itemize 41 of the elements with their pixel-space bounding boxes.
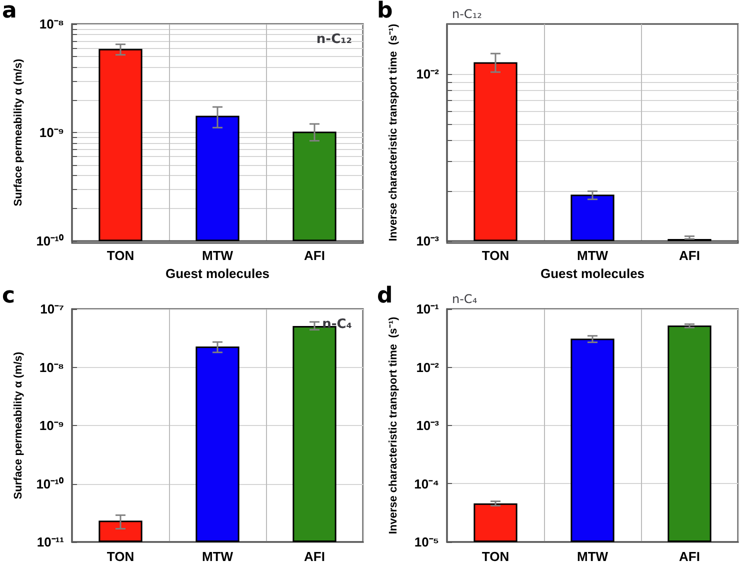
x-tick-label: AFI — [679, 549, 700, 564]
y-tick-label: 10⁻⁸ — [39, 360, 64, 375]
y-tick-label: 10⁻¹⁰ — [36, 476, 64, 492]
y-tick-label: 10⁻³ — [416, 234, 440, 249]
x-tick-label: TON — [482, 248, 510, 264]
y-tick-label: 10⁻⁹ — [39, 418, 64, 433]
y-axis-title: Inverse characteristic transport time (s⁻¹) — [388, 316, 400, 534]
x-tick-label: AFI — [304, 549, 325, 564]
x-tick-label: MTW — [202, 248, 234, 264]
chart-title: n-C₄ — [452, 292, 478, 306]
text: a — [2, 0, 17, 24]
y-tick-label: 10⁻¹ — [416, 302, 439, 316]
text: d — [377, 284, 393, 308]
x-axis-title: Guest molecules — [540, 266, 645, 281]
y-tick-label: 10⁻⁸ — [39, 16, 64, 32]
text: c — [2, 284, 16, 308]
x-tick-label: MTW — [576, 248, 609, 264]
x-tick-label: MTW — [576, 549, 609, 564]
text: n-C₄ — [322, 317, 352, 332]
x-tick-label: AFI — [679, 248, 700, 264]
text: n-C₁₂ — [316, 32, 352, 47]
x-tick-label: AFI — [304, 248, 325, 264]
y-axis-title: Inverse characteristic transport time (s⁻¹) — [388, 24, 400, 242]
y-axis-title: Surface permeability α (m/s) — [12, 58, 24, 206]
text: b — [377, 0, 393, 24]
x-tick-label: TON — [106, 549, 134, 564]
chart-title: n-C₁₂ — [452, 7, 482, 21]
y-tick-label: 10⁻⁹ — [39, 125, 64, 140]
y-tick-label: 10⁻² — [416, 360, 440, 375]
y-tick-label: 10⁻⁷ — [40, 302, 64, 316]
y-tick-label: 10⁻⁵ — [414, 534, 439, 550]
y-tick-label: 10⁻¹¹ — [36, 534, 64, 550]
x-tick-label: TON — [106, 248, 134, 264]
y-tick-label: 10⁻³ — [416, 418, 440, 433]
x-axis-title: Guest molecules — [165, 266, 270, 281]
y-tick-label: 10⁻⁴ — [414, 476, 439, 492]
y-tick-label: 10⁻¹⁰ — [36, 234, 64, 249]
x-tick-label: TON — [482, 549, 510, 564]
y-tick-label: 10⁻² — [416, 66, 440, 82]
y-axis-title: Surface permeability α (m/s) — [12, 351, 24, 500]
x-tick-label: MTW — [202, 549, 234, 564]
